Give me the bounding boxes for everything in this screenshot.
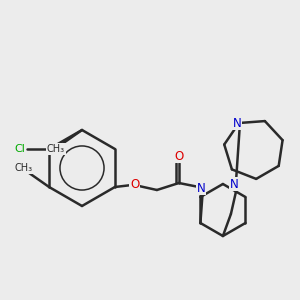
Text: N: N	[232, 116, 241, 130]
Text: O: O	[174, 149, 184, 163]
Text: CH₃: CH₃	[47, 144, 65, 154]
Text: N: N	[196, 182, 205, 194]
Text: O: O	[130, 178, 140, 191]
Text: N: N	[230, 178, 238, 190]
Text: Cl: Cl	[15, 144, 26, 154]
Text: CH₃: CH₃	[14, 163, 32, 173]
